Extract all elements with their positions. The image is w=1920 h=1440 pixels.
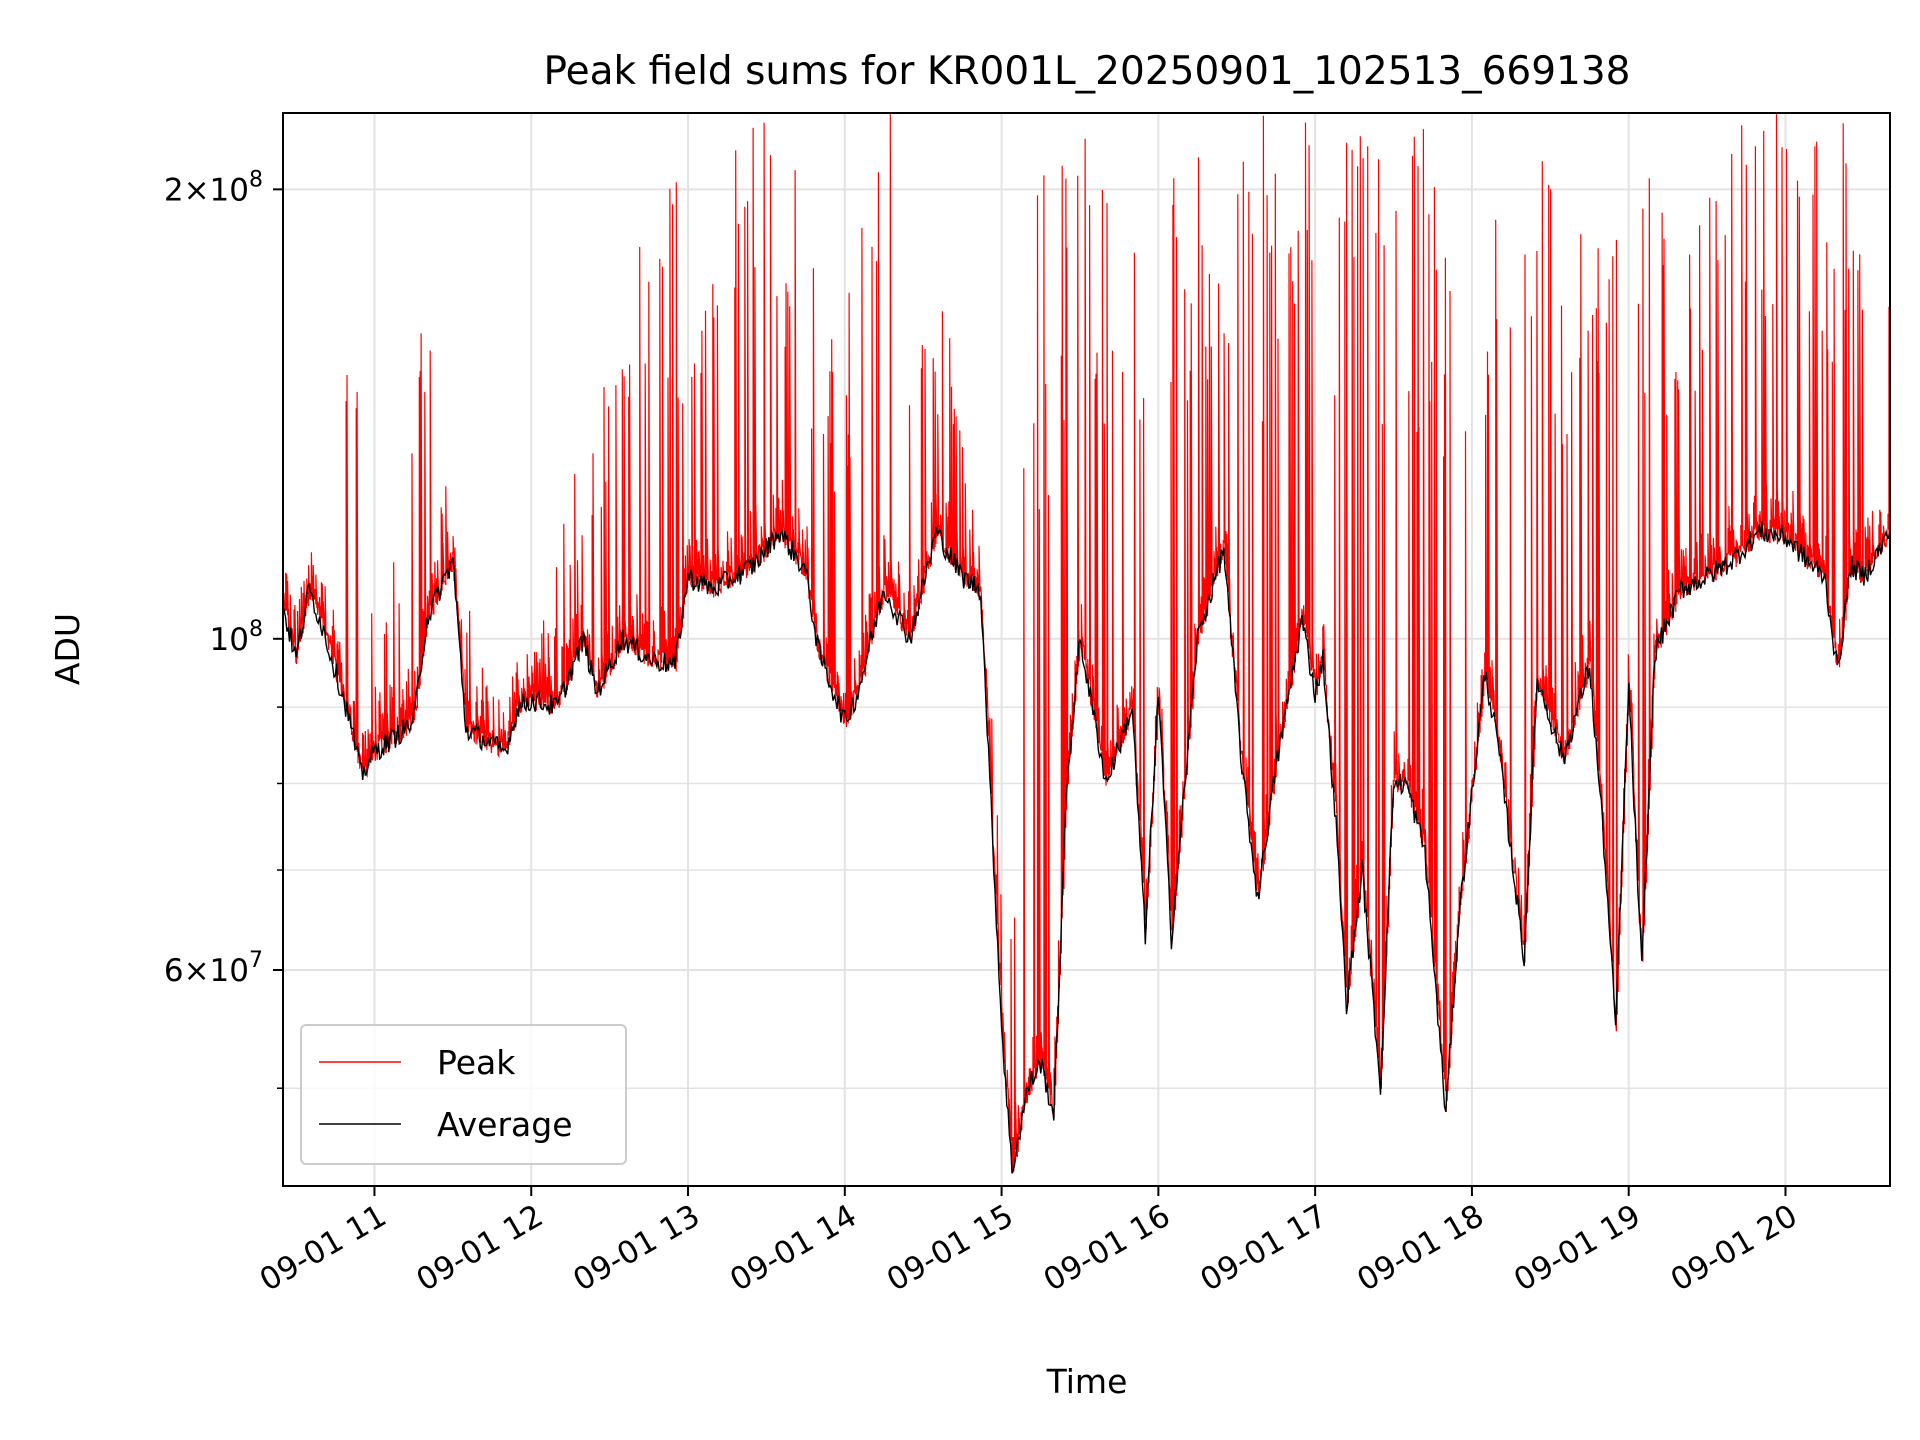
y-tick-label: 108 [210, 617, 263, 658]
chart-title: Peak field sums for KR001L_20250901_1025… [544, 49, 1631, 94]
legend-average-label: Average [437, 1105, 573, 1144]
y-tick-base: 6×10 [164, 953, 249, 989]
y-tick-label: 2×108 [164, 167, 263, 208]
legend: Peak Average [300, 1024, 627, 1165]
grid [283, 113, 1890, 1186]
average-line [283, 521, 1890, 1174]
y-tick-base: 2×10 [164, 172, 249, 208]
y-tick-exponent: 8 [249, 167, 263, 192]
plot-frame [282, 112, 1891, 1187]
y-tick-label: 6×107 [164, 948, 263, 989]
y-tick-base: 10 [210, 622, 249, 658]
x-axis-label: Time [1046, 1362, 1128, 1401]
y-tick-exponent: 7 [249, 948, 263, 973]
y-axis-label: ADU [48, 613, 87, 685]
legend-box [300, 1024, 627, 1165]
y-tick-exponent: 8 [249, 617, 263, 642]
average-series [283, 521, 1890, 1174]
plot-clip-group [283, 114, 1890, 1174]
legend-peak-label: Peak [437, 1043, 516, 1082]
